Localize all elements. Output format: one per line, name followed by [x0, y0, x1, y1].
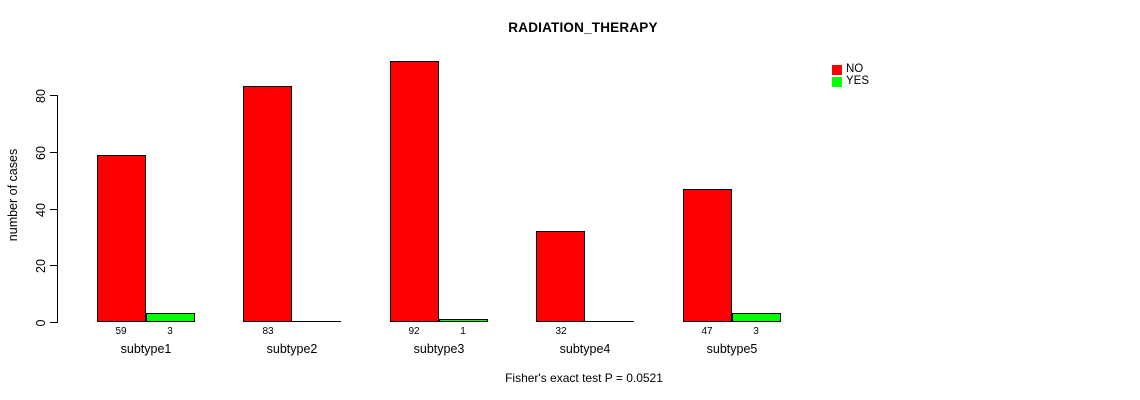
- y-tick-0: [50, 322, 57, 323]
- legend: NO YES: [832, 63, 870, 88]
- legend-swatch-yes: [832, 76, 842, 87]
- bar-value-no-subtype1: 59: [115, 326, 127, 337]
- category-label-subtype5: subtype5: [706, 342, 758, 356]
- bar-yes-subtype1: [146, 313, 195, 322]
- bar-yes-subtype3: [439, 319, 488, 322]
- legend-label-yes: YES: [846, 75, 870, 87]
- category-label-subtype1: subtype1: [120, 342, 172, 356]
- bar-value-yes-subtype3: 1: [460, 326, 466, 337]
- legend-entry-yes: YES: [832, 75, 870, 87]
- chart-title: RADIATION_THERAPY: [508, 20, 658, 35]
- legend-label-no: NO: [846, 63, 864, 75]
- bar-no-subtype1: [97, 155, 146, 322]
- y-tick-20: [50, 265, 57, 266]
- y-tick-60: [50, 152, 57, 153]
- bar-yes-subtype5: [732, 313, 781, 322]
- bar-yes-subtype2: [292, 321, 341, 322]
- bar-no-subtype4: [536, 231, 585, 322]
- bar-value-no-subtype2: 83: [262, 326, 274, 337]
- fisher-test-annotation: Fisher's exact test P = 0.0521: [505, 371, 663, 385]
- category-label-subtype2: subtype2: [266, 342, 318, 356]
- bar-value-no-subtype3: 92: [408, 326, 420, 337]
- y-tick-80: [50, 95, 57, 96]
- bar-value-no-subtype4: 32: [555, 326, 567, 337]
- bar-yes-subtype4: [585, 321, 634, 322]
- bar-no-subtype2: [243, 86, 292, 322]
- bar-no-subtype3: [390, 61, 439, 322]
- y-tick-40: [50, 209, 57, 210]
- category-label-subtype3: subtype3: [413, 342, 465, 356]
- bar-value-yes-subtype1: 3: [167, 326, 173, 337]
- y-tick-label-20: 20: [34, 259, 48, 273]
- bar-value-no-subtype5: 47: [701, 326, 713, 337]
- y-axis-line: [57, 95, 58, 323]
- legend-swatch-no: [832, 64, 842, 75]
- y-axis-label: number of cases: [6, 148, 20, 242]
- legend-entry-no: NO: [832, 63, 869, 75]
- bar-no-subtype5: [683, 189, 732, 322]
- y-tick-label-60: 60: [34, 146, 48, 160]
- y-tick-label-0: 0: [34, 319, 48, 327]
- y-tick-label-40: 40: [34, 203, 48, 217]
- bar-value-yes-subtype5: 3: [753, 326, 759, 337]
- y-tick-label-80: 80: [34, 89, 48, 103]
- category-label-subtype4: subtype4: [559, 342, 611, 356]
